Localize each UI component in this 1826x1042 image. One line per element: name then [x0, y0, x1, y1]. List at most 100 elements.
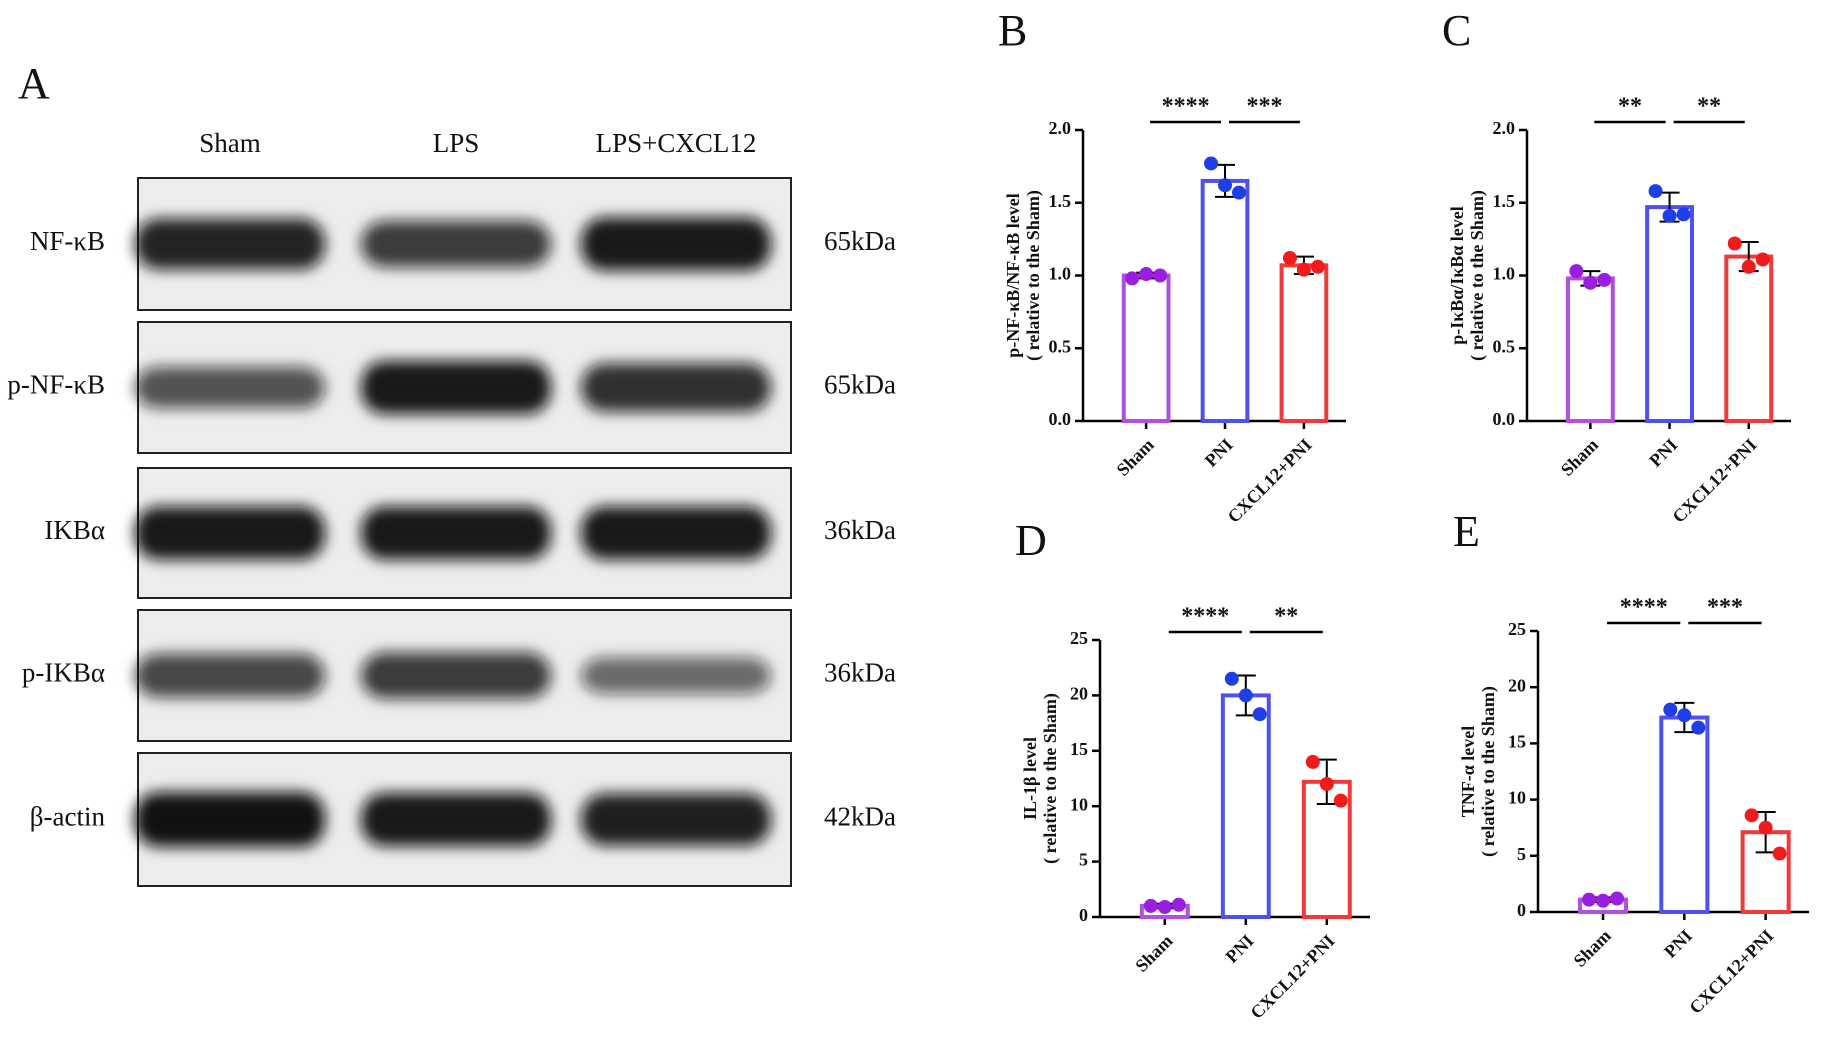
row-label: NF-κB	[30, 226, 105, 256]
data-point	[1741, 259, 1756, 274]
x-tick-label: CXCL12+PNI	[1246, 931, 1338, 1023]
band	[581, 363, 771, 412]
bar	[1724, 254, 1774, 423]
data-point	[1232, 185, 1247, 200]
blot-bands	[135, 506, 771, 560]
data-point	[1296, 262, 1311, 277]
blot-bands	[135, 217, 771, 271]
row-label: p-NF-κB	[7, 370, 105, 400]
x-tick-label: PNI	[1645, 435, 1681, 471]
panel-letter: C	[1442, 6, 1471, 55]
band	[361, 220, 551, 268]
bar	[1200, 178, 1250, 423]
band	[135, 218, 325, 270]
data-point	[1772, 846, 1787, 861]
x-tick-label: PNI	[1201, 435, 1237, 471]
band	[135, 506, 325, 560]
data-point	[1758, 820, 1773, 835]
data-point	[1204, 156, 1219, 171]
panel-letter: A	[18, 59, 50, 108]
row-label: p-IKBα	[22, 658, 105, 688]
y-tick-label: 0	[1517, 900, 1526, 920]
y-axis-label: ( relative to the Sham)	[1040, 693, 1061, 864]
x-tick-label: PNI	[1660, 926, 1696, 962]
data-point	[1143, 898, 1158, 913]
y-tick-label: 1.5	[1493, 191, 1516, 211]
data-point	[1153, 268, 1168, 283]
y-tick-label: 25	[1508, 619, 1526, 639]
bar	[1659, 715, 1710, 914]
data-point	[1157, 900, 1172, 915]
y-tick-label: 5	[1079, 850, 1088, 870]
lane-label: LPS	[433, 128, 480, 158]
data-point	[1662, 208, 1677, 223]
lane-label: Sham	[199, 128, 261, 158]
y-tick-label: 1.0	[1049, 264, 1072, 284]
x-tick-label: CXCL12+PNI	[1668, 435, 1760, 527]
data-point	[1583, 275, 1598, 290]
panel-letter: D	[1015, 516, 1047, 565]
y-tick-label: 2.0	[1493, 118, 1516, 138]
bar	[1645, 205, 1694, 423]
y-tick-label: 0.0	[1049, 409, 1072, 429]
data-point	[1305, 754, 1320, 769]
data-point	[1691, 720, 1706, 735]
blot-bands	[135, 791, 771, 848]
y-tick-label: 20	[1508, 675, 1526, 695]
band	[581, 657, 771, 694]
x-tick-label: CXCL12+PNI	[1685, 926, 1777, 1018]
significance-label: ***	[1707, 595, 1743, 621]
data-point	[1744, 808, 1759, 823]
significance-label: ****	[1620, 595, 1668, 621]
kda-label: 65kDa	[824, 370, 896, 400]
y-axis-label: p-NF-κB/NF-κB level	[1003, 193, 1023, 357]
data-point	[1319, 777, 1334, 792]
x-tick-label: Sham	[1570, 926, 1615, 971]
y-axis-label: TNF-α level	[1458, 726, 1478, 818]
y-tick-label: 15	[1070, 739, 1088, 759]
y-tick-label: 0.5	[1049, 336, 1072, 356]
data-point	[1252, 707, 1267, 722]
y-axis-label: ( relative to the Sham)	[1023, 190, 1044, 361]
y-axis-label: p-IκBα/IκBα level	[1447, 206, 1467, 345]
kda-label: 36kDa	[824, 658, 896, 688]
y-tick-label: 10	[1508, 788, 1526, 808]
x-tick-label: CXCL12+PNI	[1224, 435, 1316, 527]
y-tick-label: 0.5	[1493, 336, 1516, 356]
bar	[1121, 273, 1171, 423]
data-point	[1333, 793, 1348, 808]
panel-letter: B	[998, 6, 1027, 55]
data-point	[1282, 251, 1297, 266]
data-point	[1218, 178, 1233, 193]
data-point	[1224, 671, 1239, 686]
band	[581, 217, 771, 271]
significance-label: **	[1274, 604, 1298, 630]
y-tick-label: 1.5	[1049, 191, 1072, 211]
y-axis-label: IL-1β level	[1020, 737, 1040, 820]
band	[361, 360, 551, 415]
significance-label: ****	[1181, 604, 1229, 630]
y-tick-label: 2.0	[1049, 118, 1072, 138]
data-point	[1310, 259, 1325, 274]
y-axis-label: ( relative to the Sham)	[1467, 190, 1488, 361]
data-point	[1648, 184, 1663, 199]
band	[581, 506, 771, 560]
band	[361, 652, 551, 699]
x-tick-label: Sham	[1557, 435, 1602, 480]
y-tick-label: 15	[1508, 732, 1526, 752]
data-point	[1238, 688, 1253, 703]
panel-letter: E	[1453, 507, 1480, 556]
y-tick-label: 0.0	[1493, 409, 1516, 429]
y-tick-label: 10	[1070, 794, 1088, 814]
y-tick-label: 20	[1070, 684, 1088, 704]
y-axis-label: ( relative to the Sham)	[1478, 686, 1499, 857]
band	[361, 792, 551, 847]
significance-label: ***	[1246, 94, 1282, 120]
data-point	[1582, 892, 1597, 907]
significance-label: **	[1697, 94, 1721, 120]
band	[135, 791, 325, 848]
kda-label: 42kDa	[824, 802, 896, 832]
data-point	[1569, 264, 1584, 279]
data-point	[1610, 891, 1625, 906]
